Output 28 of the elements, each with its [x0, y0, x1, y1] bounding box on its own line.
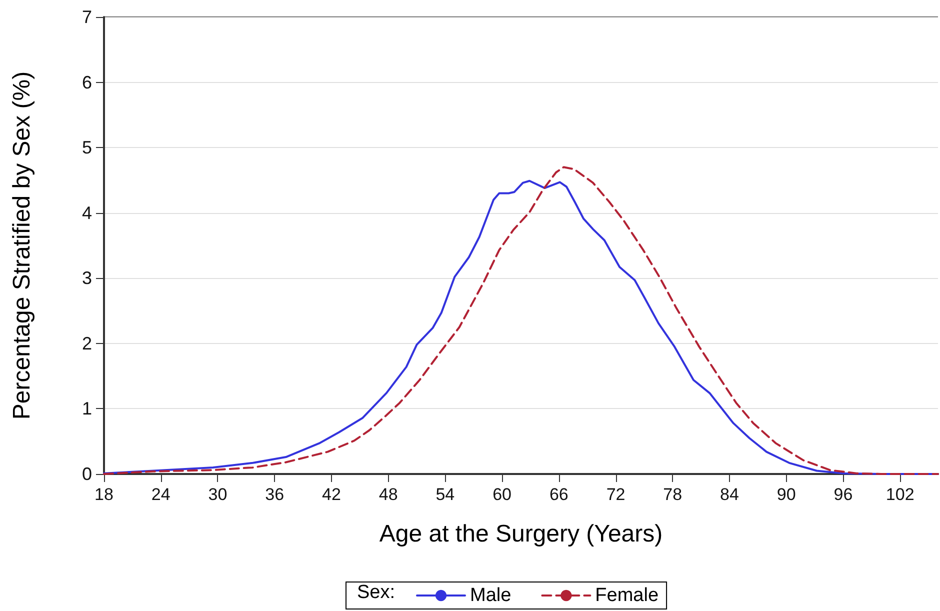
y-tick-label: 4 [82, 202, 92, 223]
x-tick-label: 72 [606, 485, 626, 504]
legend-label: Male [470, 585, 512, 606]
legend-title: Sex: [357, 582, 396, 603]
x-tick-label: 66 [549, 485, 568, 504]
x-tick-label: 90 [776, 485, 796, 504]
x-tick-label: 48 [378, 485, 398, 504]
y-tick-label: 2 [82, 333, 92, 354]
y-tick-label: 5 [82, 138, 92, 158]
x-tick-label: 60 [492, 485, 512, 504]
y-tick-label: 0 [82, 464, 92, 484]
x-tick-label: 84 [720, 485, 739, 504]
x-tick-label: 24 [151, 485, 170, 504]
y-tick-label: 1 [82, 398, 92, 419]
x-tick-label: 30 [208, 485, 228, 504]
legend-label: Female [595, 585, 659, 606]
y-axis-title: Percentage Stratified by Sex (%) [8, 71, 36, 420]
x-axis-title: Age at the Surgery (Years) [379, 520, 663, 548]
x-tick-label: 102 [886, 485, 914, 504]
x-tick-label: 54 [436, 485, 455, 504]
x-tick-label: 18 [94, 485, 114, 504]
x-tick-label: 96 [834, 485, 853, 504]
x-tick-label: 78 [663, 485, 682, 504]
y-tick-label: 7 [82, 7, 92, 27]
x-tick-label: 42 [322, 485, 341, 504]
y-tick-label: 6 [82, 72, 92, 92]
x-tick-label: 36 [265, 485, 284, 504]
y-tick-label: 3 [82, 268, 92, 288]
